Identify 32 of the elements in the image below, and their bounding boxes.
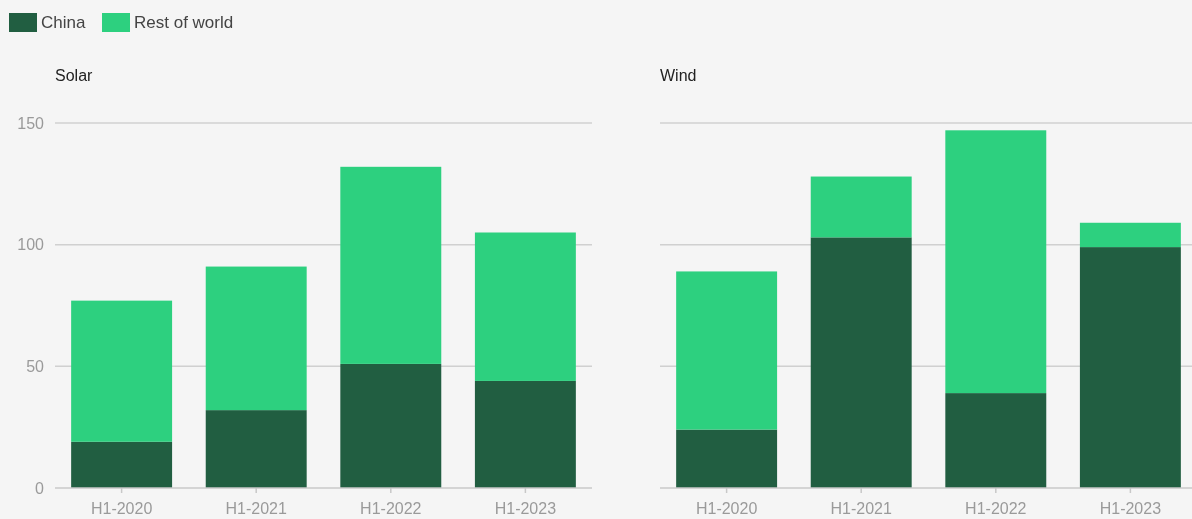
x-tick-label: H1-2020 [695, 500, 758, 517]
bar [676, 429, 778, 488]
legend-label: Rest of world [134, 13, 234, 32]
x-tick-label: H1-2021 [830, 500, 892, 517]
legend-label: China [41, 13, 86, 32]
bar [205, 266, 307, 411]
bar [71, 300, 173, 442]
x-tick-label: H1-2021 [225, 500, 287, 517]
x-tick-label: H1-2023 [1099, 500, 1162, 517]
chart-title: Wind [660, 67, 697, 84]
bar [676, 271, 778, 430]
bar [810, 237, 912, 488]
y-tick-label: 100 [17, 236, 45, 254]
bar [945, 393, 1047, 488]
bar [205, 410, 307, 488]
x-tick-label: H1-2023 [494, 500, 557, 517]
y-tick-label: 150 [17, 114, 45, 132]
x-tick-label: H1-2020 [90, 500, 153, 517]
x-tick-label: H1-2022 [965, 500, 1027, 517]
bar [810, 176, 912, 238]
chart-title: Solar [55, 67, 94, 84]
y-tick-label: 50 [26, 357, 45, 375]
bar [945, 130, 1047, 394]
bar [1079, 222, 1181, 248]
x-tick-label: H1-2022 [360, 500, 422, 517]
bar [340, 363, 442, 488]
bar [340, 166, 442, 364]
bar [1079, 247, 1181, 488]
y-tick-label: 0 [35, 479, 45, 497]
bar [474, 232, 576, 381]
bar [71, 441, 173, 488]
bar [474, 380, 576, 488]
